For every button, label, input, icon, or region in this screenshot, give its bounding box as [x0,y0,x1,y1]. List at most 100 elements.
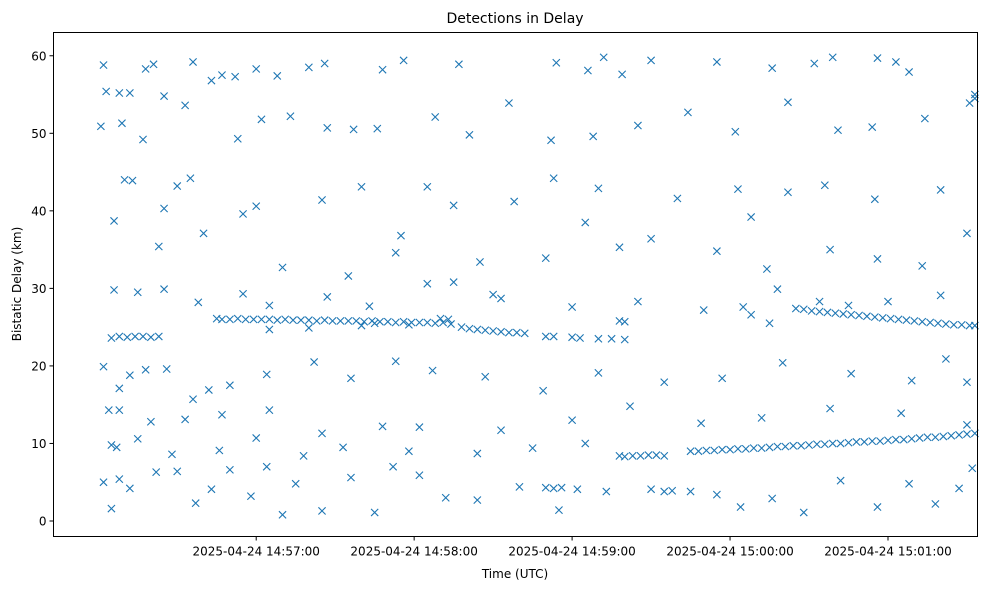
data-point [304,316,313,325]
data-point [96,122,105,131]
data-point [373,124,382,133]
data-point [318,429,327,438]
data-point [115,332,124,341]
data-point [826,245,835,254]
data-point [383,317,392,326]
data-point [107,334,116,342]
data-point [739,302,748,311]
data-point [812,440,821,449]
data-point [541,332,550,341]
data-point [549,332,558,341]
data-point [907,376,916,385]
data-point [167,450,176,459]
data-point [289,316,298,325]
data-point [810,59,819,68]
data-point [652,451,661,460]
data-point [828,439,837,448]
data-point [968,464,977,473]
data-point [207,76,216,85]
data-point [581,218,590,227]
data-point [931,499,940,508]
data-point [475,258,484,267]
data-point [757,444,766,453]
data-point [815,307,824,316]
data-point [278,510,287,519]
data-point [636,451,645,460]
data-point [141,365,150,374]
data-point [923,433,932,442]
data-point [965,99,974,108]
y-tick-label: 10 [31,437,46,451]
data-point [257,315,266,324]
y-tick-label: 40 [31,204,46,218]
data-point [299,451,308,460]
data-point [320,59,329,68]
data-point [191,499,200,508]
data-point [836,476,845,485]
data-point [504,328,513,337]
data-point [607,334,616,343]
data-point [323,123,332,132]
data-point [712,57,721,66]
data-markers [96,53,979,519]
data-point [328,316,337,325]
data-point [262,370,271,379]
data-point [878,313,887,322]
data-point [215,446,224,455]
data-point [852,437,861,446]
x-axis: 2025-04-24 14:57:00 2025-04-24 14:58:00 20… [192,536,952,559]
data-point [797,441,806,450]
data-point [265,325,274,334]
data-point [897,409,906,418]
data-point [891,57,900,66]
data-point [320,316,329,325]
data-point [557,483,566,492]
data-point [473,496,482,505]
data-point [568,333,577,342]
y-tick-label: 50 [31,127,46,141]
data-point [189,57,198,66]
x-tick-label: 2025-04-24 15:01:00 [824,545,951,559]
data-point [855,311,864,320]
data-point [415,318,424,327]
data-point [726,445,735,454]
data-point [762,265,771,273]
data-point [444,315,453,324]
data-point [173,467,182,476]
data-point [431,113,440,122]
data-point [712,247,721,256]
data-point [436,314,445,323]
data-point [265,301,274,310]
data-point [396,231,405,240]
data-point [473,449,482,458]
data-point [112,443,121,452]
data-point [428,366,437,375]
data-point [673,194,682,203]
data-point [399,56,408,65]
data-point [699,306,708,315]
data-point [594,368,603,377]
data-point [741,444,750,453]
data-point [949,320,958,329]
data-point [115,384,124,393]
data-point [370,319,379,328]
data-point [336,316,345,325]
data-point [549,174,558,183]
data-point [541,254,550,263]
data-point [712,490,721,499]
data-point [618,70,627,79]
data-point [515,482,524,491]
data-point [789,441,798,450]
data-point [399,317,408,326]
data-point [512,328,521,337]
data-point [481,372,490,381]
data-point [99,362,108,371]
data-point [710,446,719,455]
data-point [262,462,271,471]
data-point [273,71,282,80]
data-point [847,369,856,378]
data-point [357,321,366,330]
data-point [905,68,914,77]
data-point [186,174,195,183]
data-point [873,254,882,263]
